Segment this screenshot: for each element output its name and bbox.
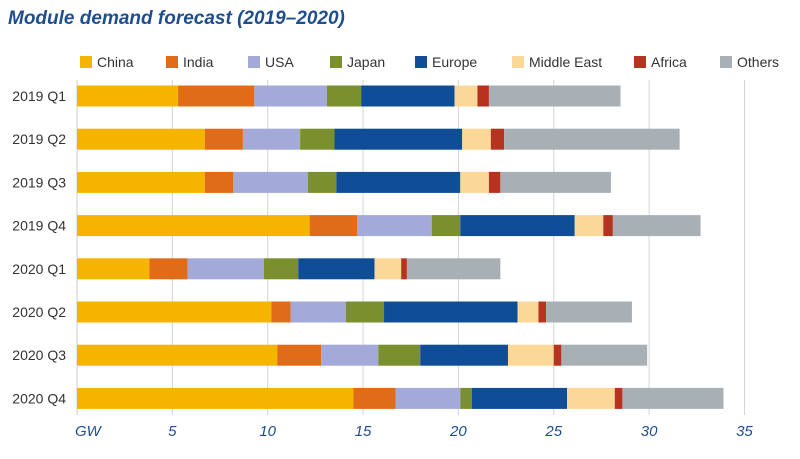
- category-label-2020-q2: 2020 Q2: [12, 304, 66, 320]
- bar-2020-q4-europe: [471, 387, 568, 409]
- bar-2019-q3-others: [500, 171, 611, 193]
- bar-2020-q3-usa: [321, 344, 379, 366]
- bar-2020-q1-others: [406, 258, 501, 280]
- bar-2019-q2-china: [77, 128, 205, 150]
- category-label-2019-q2: 2019 Q2: [12, 131, 66, 147]
- legend-label-others: Others: [737, 54, 779, 70]
- bar-2019-q4-middle-east: [574, 215, 604, 237]
- legend-label-china: China: [97, 54, 134, 70]
- bar-2019-q1-europe: [361, 85, 455, 107]
- legend-swatch-africa: [634, 56, 646, 68]
- legend-swatch-others: [720, 56, 732, 68]
- bar-2019-q2-middle-east: [462, 128, 491, 150]
- bar-2019-q3-europe: [336, 171, 461, 193]
- bar-2020-q2-japan: [345, 301, 385, 323]
- bar-2019-q3-india: [204, 171, 234, 193]
- category-label-2020-q4: 2020 Q4: [12, 390, 66, 406]
- legend-swatch-usa: [248, 56, 260, 68]
- bar-2020-q4-china: [77, 387, 354, 409]
- legend-swatch-japan: [330, 56, 342, 68]
- bar-2020-q1-europe: [298, 258, 375, 280]
- bar-2020-q4-japan: [460, 387, 472, 409]
- bar-2020-q1-middle-east: [374, 258, 402, 280]
- bar-2019-q4-usa: [357, 215, 432, 237]
- bar-2019-q1-japan: [326, 85, 362, 107]
- legend-label-europe: Europe: [432, 54, 477, 70]
- bar-2019-q3-middle-east: [460, 171, 489, 193]
- x-tick-5: 5: [168, 423, 177, 440]
- bar-2019-q4-africa: [603, 215, 613, 237]
- bar-2019-q3-usa: [233, 171, 308, 193]
- bar-2019-q2-europe: [334, 128, 463, 150]
- bar-2020-q4-usa: [395, 387, 461, 409]
- bar-2019-q1-others: [488, 85, 621, 107]
- bar-2020-q3-china: [77, 344, 278, 366]
- x-tick-25: 25: [544, 423, 562, 440]
- bar-2019-q1-china: [77, 85, 179, 107]
- bar-2019-q1-usa: [254, 85, 327, 107]
- bar-2019-q3-africa: [488, 171, 501, 193]
- bar-2020-q1-africa: [401, 258, 407, 280]
- bar-2020-q2-china: [77, 301, 272, 323]
- bar-2020-q3-africa: [553, 344, 562, 366]
- bar-2019-q1-middle-east: [454, 85, 478, 107]
- bar-2020-q2-middle-east: [517, 301, 539, 323]
- bar-2020-q2-others: [546, 301, 632, 323]
- bar-2019-q4-china: [77, 215, 310, 237]
- legend-label-usa: USA: [265, 54, 294, 70]
- bar-2019-q2-japan: [300, 128, 335, 150]
- bar-2020-q2-usa: [290, 301, 346, 323]
- bar-2020-q3-india: [277, 344, 322, 366]
- category-label-2019-q3: 2019 Q3: [12, 174, 66, 190]
- bar-2019-q4-europe: [460, 215, 575, 237]
- bar-2020-q1-usa: [187, 258, 264, 280]
- bar-2020-q1-india: [149, 258, 188, 280]
- bar-2019-q2-others: [504, 128, 680, 150]
- x-tick-20: 20: [449, 423, 467, 440]
- legend-label-africa: Africa: [651, 54, 687, 70]
- bar-2020-q2-europe: [384, 301, 518, 323]
- bar-2019-q2-india: [204, 128, 243, 150]
- bar-2020-q3-europe: [420, 344, 508, 366]
- legend-label-india: India: [183, 54, 214, 70]
- bar-2019-q2-usa: [242, 128, 301, 150]
- bar-2020-q1-china: [77, 258, 150, 280]
- bar-2020-q3-japan: [378, 344, 421, 366]
- category-label-2020-q1: 2020 Q1: [12, 261, 66, 277]
- legend-swatch-india: [166, 56, 178, 68]
- chart-title: Module demand forecast (2019–2020): [8, 8, 345, 29]
- x-tick-10: 10: [259, 423, 276, 440]
- bar-2020-q1-japan: [263, 258, 299, 280]
- x-tick-15: 15: [355, 423, 372, 440]
- bar-2019-q1-africa: [477, 85, 489, 107]
- bar-2020-q3-middle-east: [507, 344, 554, 366]
- x-axis-label: GW: [75, 423, 103, 440]
- x-tick-35: 35: [736, 423, 753, 440]
- category-label-2019-q1: 2019 Q1: [12, 88, 66, 104]
- bar-2020-q2-africa: [538, 301, 547, 323]
- legend-label-middle-east: Middle East: [529, 54, 602, 70]
- bar-2020-q4-others: [622, 387, 724, 409]
- category-label-2019-q4: 2019 Q4: [12, 218, 66, 234]
- bar-2020-q4-middle-east: [567, 387, 615, 409]
- bar-2019-q3-china: [77, 171, 205, 193]
- bar-2019-q2-africa: [490, 128, 505, 150]
- bar-2019-q4-india: [309, 215, 358, 237]
- bar-2020-q3-others: [561, 344, 648, 366]
- bar-2020-q4-india: [353, 387, 396, 409]
- category-label-2020-q3: 2020 Q3: [12, 347, 66, 363]
- bar-2020-q2-india: [271, 301, 291, 323]
- bar-2019-q4-others: [612, 215, 701, 237]
- x-tick-30: 30: [641, 423, 658, 440]
- legend-label-japan: Japan: [347, 54, 385, 70]
- legend-swatch-middle-east: [512, 56, 524, 68]
- bar-2019-q1-india: [178, 85, 255, 107]
- bar-2020-q4-africa: [614, 387, 623, 409]
- legend-swatch-europe: [415, 56, 427, 68]
- bar-2019-q4-japan: [431, 215, 461, 237]
- bar-2019-q3-japan: [307, 171, 337, 193]
- legend-swatch-china: [80, 56, 92, 68]
